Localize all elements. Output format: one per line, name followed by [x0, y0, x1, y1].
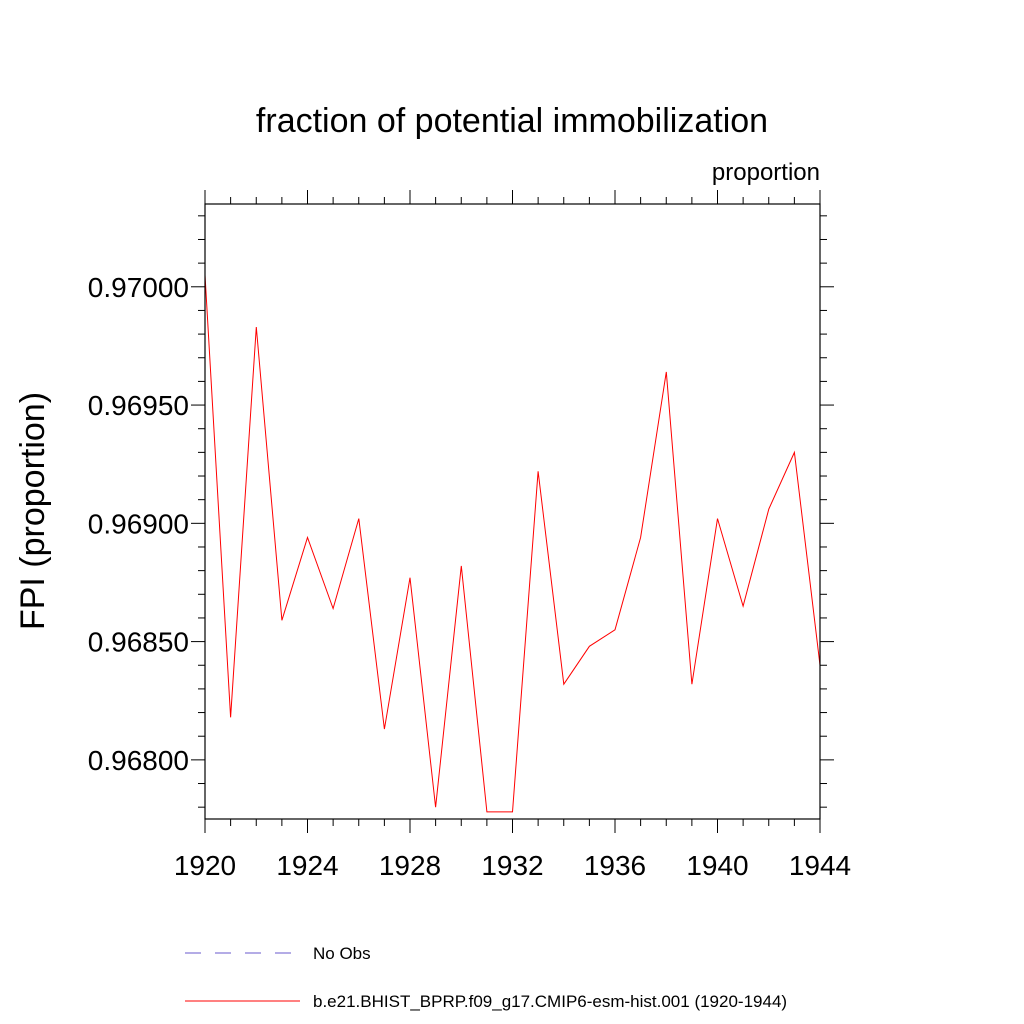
series-line-model [204, 274, 821, 813]
y-tick-label: 0.96850 [88, 627, 189, 658]
x-tick-label: 1932 [481, 850, 543, 881]
x-tick-label: 1940 [686, 850, 748, 881]
axis-ticks [191, 190, 834, 833]
y-tick-label: 0.96800 [88, 745, 189, 776]
legend: No Obs b.e21.BHIST_BPRP.f09_g17.CMIP6-es… [185, 944, 787, 1011]
legend-label-no-obs: No Obs [313, 944, 371, 963]
y-tick-label: 0.96950 [88, 390, 189, 421]
units-label: proportion [712, 159, 820, 186]
x-tick-label: 1920 [174, 850, 236, 881]
series-lines [204, 274, 821, 813]
y-tick-label: 0.97000 [88, 272, 189, 303]
y-tick-label: 0.96900 [88, 508, 189, 539]
x-tick-label: 1944 [789, 850, 851, 881]
tick-labels: 1920 1924 1928 1932 1936 1940 1944 0.96800 0.968… [88, 272, 851, 881]
plot-frame [204, 203, 821, 820]
legend-label-model: b.e21.BHIST_BPRP.f09_g17.CMIP6-esm-hist.… [313, 992, 787, 1011]
x-tick-label: 1928 [379, 850, 441, 881]
x-tick-label: 1936 [584, 850, 646, 881]
x-tick-label: 1924 [276, 850, 338, 881]
y-axis-label: FPI (proportion) [14, 392, 52, 630]
chart-title: fraction of potential immobilization [256, 102, 768, 140]
